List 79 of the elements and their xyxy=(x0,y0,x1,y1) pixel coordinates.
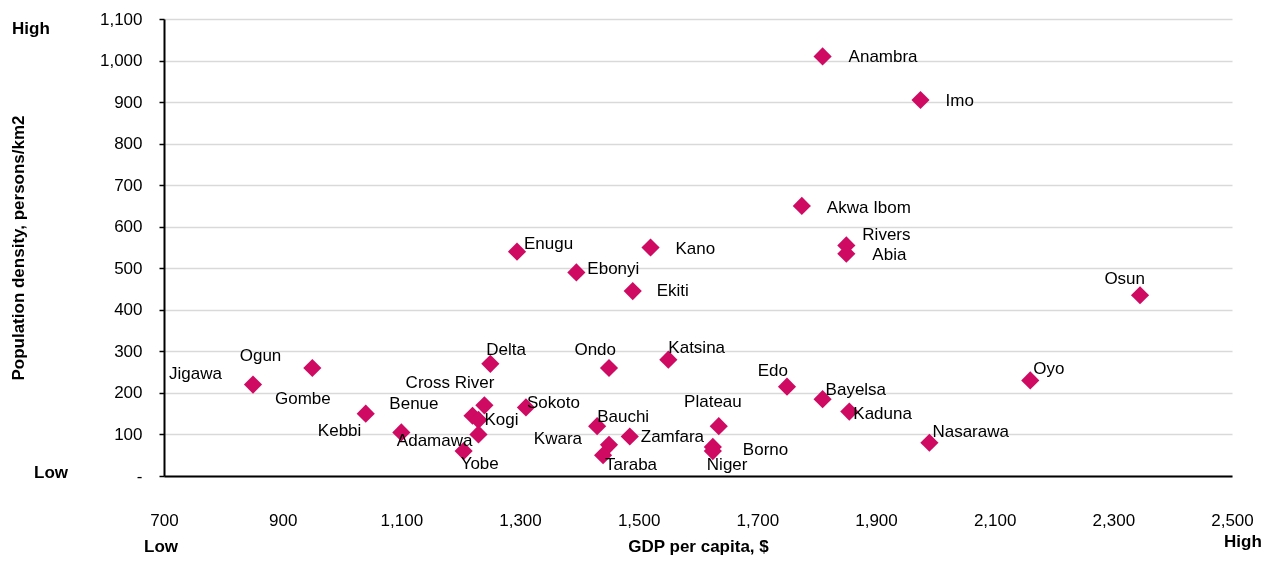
point xyxy=(599,358,619,378)
annotation: Sokoto xyxy=(526,393,580,413)
point xyxy=(1130,286,1150,305)
y-tick-label: - xyxy=(136,466,143,486)
annotation: Zamfara xyxy=(640,426,705,446)
annotation: Kaduna xyxy=(853,403,913,423)
annotation: Adamawa xyxy=(396,431,473,451)
point xyxy=(911,90,930,110)
annotation: Bayelsa xyxy=(825,380,887,400)
annotation: Kwara xyxy=(533,428,583,448)
annotation: Jigawa xyxy=(169,363,223,383)
y-tick-label: 900 xyxy=(114,92,143,112)
point xyxy=(475,396,494,415)
annotation: Edo xyxy=(757,360,788,380)
annotation: Enugu xyxy=(524,233,574,253)
y-tick-label: 200 xyxy=(114,383,143,403)
point xyxy=(623,282,642,301)
y-tick-label: 800 xyxy=(114,134,143,154)
point xyxy=(777,377,797,396)
y-tick-label: 300 xyxy=(114,341,143,361)
point xyxy=(620,427,639,446)
x-tick-label: 2,300 xyxy=(1092,510,1136,530)
annotation: Anambra xyxy=(848,47,919,67)
point xyxy=(709,417,728,436)
annotation: Ebonyi xyxy=(587,259,640,279)
annotation: Oyo xyxy=(1033,359,1065,379)
point xyxy=(792,196,811,216)
x-tick-label: 1,300 xyxy=(499,510,542,530)
annotation: Plateau xyxy=(684,392,742,412)
annotation: Gombe xyxy=(274,388,331,408)
annotation: Osun xyxy=(1104,269,1146,289)
x-tick-label: 900 xyxy=(268,510,298,530)
y-axis-title: Population density, persons/km2 xyxy=(8,115,28,381)
text: Low xyxy=(34,463,68,483)
text: High xyxy=(1224,532,1262,552)
x-tick-label: 2,100 xyxy=(973,510,1017,530)
y-tick-label: 500 xyxy=(114,258,143,278)
x-tick-label: 1,900 xyxy=(855,510,898,530)
point xyxy=(356,404,375,423)
x-tick-label: 1,500 xyxy=(617,510,661,530)
point xyxy=(641,238,660,257)
y-tick-label: 100 xyxy=(114,424,143,444)
x-tick-label: 1,700 xyxy=(736,510,780,530)
text: Low xyxy=(144,537,178,557)
annotation: Taraba xyxy=(605,455,658,475)
y-tick-label: 1,100 xyxy=(99,9,143,29)
point xyxy=(599,435,619,454)
text: High xyxy=(12,19,50,39)
point xyxy=(567,263,586,282)
annotation: Bauchi xyxy=(597,407,650,427)
annotation: Ondo xyxy=(574,339,616,359)
annotation: Rivers xyxy=(862,225,911,245)
y-tick-label: 700 xyxy=(114,175,143,195)
annotation: Abia xyxy=(872,244,907,264)
annotation: Kebbi xyxy=(317,421,362,441)
x-tick-label: 700 xyxy=(150,510,179,530)
point xyxy=(507,242,527,261)
annotation: Kano xyxy=(675,238,716,258)
x-tick-label: 2,500 xyxy=(1211,510,1254,530)
annotation: Ekiti xyxy=(656,281,689,301)
point xyxy=(303,358,322,378)
point xyxy=(813,47,832,66)
annotation: Nasarawa xyxy=(932,421,1010,441)
annotation: Delta xyxy=(486,339,527,359)
annotation: Kogi xyxy=(484,409,519,429)
annotation: Akwa Ibom xyxy=(826,197,911,217)
point xyxy=(481,354,500,373)
annotation: Yobe xyxy=(460,454,499,474)
point xyxy=(243,375,263,394)
annotation: Imo xyxy=(945,91,974,111)
annotation: Ogun xyxy=(239,345,282,365)
x-axis-title: GDP per capita, $ xyxy=(628,536,770,556)
y-tick-label: 600 xyxy=(114,217,143,237)
y-tick-label: 1,000 xyxy=(99,51,143,71)
x-tick-label: 1,100 xyxy=(380,510,424,530)
annotation: Katsina xyxy=(668,337,726,357)
annotation: Cross River xyxy=(405,373,495,393)
y-tick-label: 400 xyxy=(114,300,143,320)
annotation: Benue xyxy=(389,393,439,413)
